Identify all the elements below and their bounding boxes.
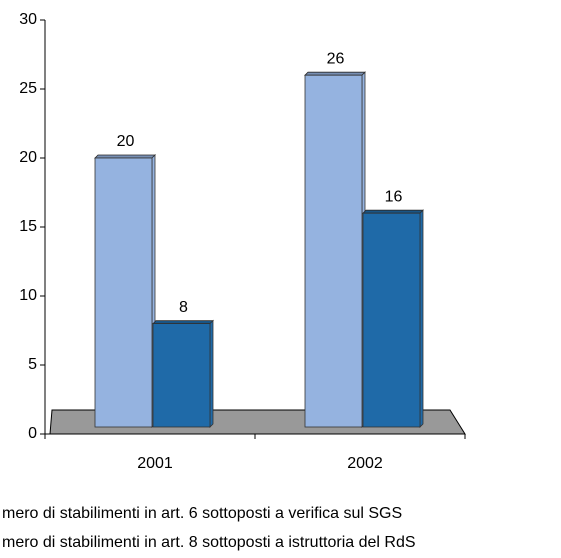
bar-face	[362, 209, 424, 214]
bar	[152, 319, 214, 428]
value-label: 26	[327, 50, 345, 67]
bar-face	[152, 323, 211, 428]
y-tick-label: 15	[19, 218, 37, 235]
bar	[94, 154, 156, 428]
y-tick-label: 0	[28, 425, 37, 442]
bar-face	[419, 209, 424, 428]
y-tick-label: 10	[19, 287, 37, 304]
bar-face	[209, 319, 214, 428]
y-tick-label: 20	[19, 149, 37, 166]
legend-label: mero di stabilimenti in art. 8 sottopost…	[2, 534, 416, 551]
y-tick-label: 5	[28, 356, 37, 373]
bar-face	[94, 157, 153, 428]
value-label: 8	[179, 299, 188, 316]
x-tick-label: 2001	[137, 455, 173, 472]
y-tick-label: 30	[19, 11, 37, 28]
y-tick-label: 25	[19, 80, 37, 97]
bar	[304, 71, 366, 428]
bar-face	[94, 154, 156, 159]
value-label: 16	[385, 188, 403, 205]
x-tick-label: 2002	[347, 455, 383, 472]
legend-label: mero di stabilimenti in art. 6 sottopost…	[2, 505, 402, 522]
bar	[362, 209, 424, 428]
value-label: 20	[117, 133, 135, 150]
bar-face	[152, 320, 214, 325]
bar-face	[304, 74, 363, 428]
bar-face	[304, 71, 366, 76]
bar-face	[362, 212, 421, 428]
